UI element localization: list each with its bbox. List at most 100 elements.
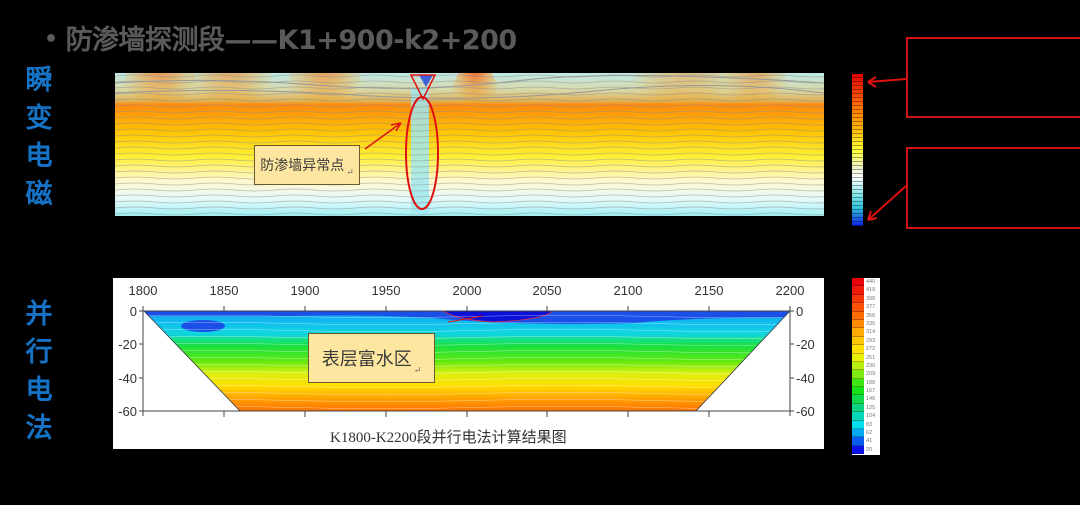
y-tick-label-left: -20 xyxy=(118,337,137,352)
tem-contour-map xyxy=(115,73,824,216)
label-char: 瞬 xyxy=(25,65,53,96)
legend-value: 377 xyxy=(866,304,876,311)
legend-row: 251 xyxy=(852,353,880,362)
legend-value: 251 xyxy=(866,354,876,361)
legend-value: 230 xyxy=(866,362,876,369)
legend-swatch xyxy=(852,278,864,287)
legend-swatch xyxy=(852,319,864,329)
legend-value: 188 xyxy=(866,379,876,386)
legend-swatch xyxy=(852,412,864,421)
legend-row: 230 xyxy=(852,361,880,371)
legend-row: 41 xyxy=(852,437,880,446)
legend-row: 83 xyxy=(852,420,880,430)
x-tick-label: 1950 xyxy=(372,283,401,298)
y-tick-label-left: 0 xyxy=(130,304,137,319)
legend-swatch xyxy=(852,370,864,379)
ert-legend: 440 419 398 377 356 335 314 293 272 251 … xyxy=(852,278,880,455)
legend-swatch xyxy=(852,286,864,295)
slide-title-text: 防渗墙探测段——K1+900-k2+200 xyxy=(65,25,518,56)
tem-colorbar xyxy=(852,74,863,226)
legend-row: 293 xyxy=(852,336,880,346)
legend-swatch xyxy=(852,429,864,438)
x-tick-label: 2150 xyxy=(695,283,724,298)
legend-row: 146 xyxy=(852,395,880,404)
label-char: 并 xyxy=(25,299,53,330)
legend-value: 83 xyxy=(866,421,873,428)
legend-swatch xyxy=(852,311,864,320)
annotation-arrows xyxy=(867,76,907,221)
legend-value: 440 xyxy=(866,279,876,285)
bullet-icon: • xyxy=(44,27,58,52)
label-char: 行 xyxy=(25,337,53,368)
label-char: 法 xyxy=(25,413,53,444)
slide-title: • 防渗墙探测段——K1+900-k2+200 xyxy=(44,18,517,57)
legend-row: 356 xyxy=(852,311,880,320)
legend-swatch xyxy=(852,403,864,413)
legend-row: 314 xyxy=(852,328,880,337)
legend-swatch xyxy=(852,353,864,362)
legend-row: 20 xyxy=(852,445,880,455)
legend-swatch xyxy=(852,303,864,312)
label-char: 电 xyxy=(25,375,53,406)
x-tick-label: 2050 xyxy=(533,283,562,298)
legend-row: 104 xyxy=(852,412,880,421)
section-label-ert: 并 行 电 法 xyxy=(22,296,56,448)
legend-swatch xyxy=(852,437,864,446)
y-tick-label-right: -60 xyxy=(796,404,815,419)
legend-value: 314 xyxy=(866,329,876,336)
legend-row: 125 xyxy=(852,403,880,413)
legend-row: 398 xyxy=(852,294,880,304)
legend-row: 335 xyxy=(852,319,880,329)
legend-value: 335 xyxy=(866,320,876,327)
legend-swatch xyxy=(852,345,864,354)
ert-water-zone-callout: 表层富水区 ↵ xyxy=(308,333,435,383)
legend-value: 41 xyxy=(866,438,873,445)
legend-value: 398 xyxy=(866,295,876,302)
legend-value: 62 xyxy=(866,430,873,437)
y-tick-label-right: -40 xyxy=(796,371,815,386)
legend-swatch xyxy=(852,378,864,388)
legend-value: 167 xyxy=(866,388,876,395)
legend-value: 356 xyxy=(866,312,876,319)
legend-value: 293 xyxy=(866,337,876,344)
legend-row: 188 xyxy=(852,378,880,388)
label-char: 变 xyxy=(25,103,53,134)
legend-swatch xyxy=(852,294,864,304)
legend-row: 377 xyxy=(852,303,880,312)
legend-swatch xyxy=(852,336,864,346)
ert-caption: K1800-K2200段并行电法计算结果图 xyxy=(330,430,567,446)
annotation-box-low xyxy=(906,147,1080,229)
legend-value: 20 xyxy=(866,446,873,453)
y-tick-label-left: -60 xyxy=(118,404,137,419)
legend-value: 419 xyxy=(866,287,876,294)
tem-anomaly-callout: 防渗墙异常点 ↵ xyxy=(254,145,360,185)
return-mark-icon: ↵ xyxy=(346,168,354,178)
x-tick-label: 2200 xyxy=(776,283,805,298)
x-tick-label: 2100 xyxy=(614,283,643,298)
legend-row: 209 xyxy=(852,370,880,379)
x-tick-label: 1900 xyxy=(291,283,320,298)
legend-value: 125 xyxy=(866,404,876,411)
legend-swatch xyxy=(852,445,864,455)
legend-row: 62 xyxy=(852,429,880,438)
legend-row: 419 xyxy=(852,286,880,295)
callout-text: 防渗墙异常点 xyxy=(260,158,345,174)
legend-swatch xyxy=(852,361,864,371)
legend-value: 104 xyxy=(866,413,876,420)
callout-text: 表层富水区 xyxy=(321,349,412,370)
legend-swatch xyxy=(852,387,864,396)
return-mark-icon: ↵ xyxy=(413,366,422,376)
legend-row: 272 xyxy=(852,345,880,354)
legend-swatch xyxy=(852,395,864,404)
label-char: 磁 xyxy=(25,179,53,210)
legend-value: 209 xyxy=(866,371,876,378)
x-tick-label: 2000 xyxy=(453,283,482,298)
x-tick-label: 1800 xyxy=(129,283,158,298)
legend-swatch xyxy=(852,420,864,430)
legend-row: 167 xyxy=(852,387,880,396)
legend-swatch xyxy=(852,328,864,337)
label-char: 电 xyxy=(25,141,53,172)
y-tick-label-left: -40 xyxy=(118,371,137,386)
legend-value: 146 xyxy=(866,396,876,403)
ert-section-plot: 1800 1850 1900 1950 2000 2050 2100 2150 … xyxy=(113,278,824,449)
